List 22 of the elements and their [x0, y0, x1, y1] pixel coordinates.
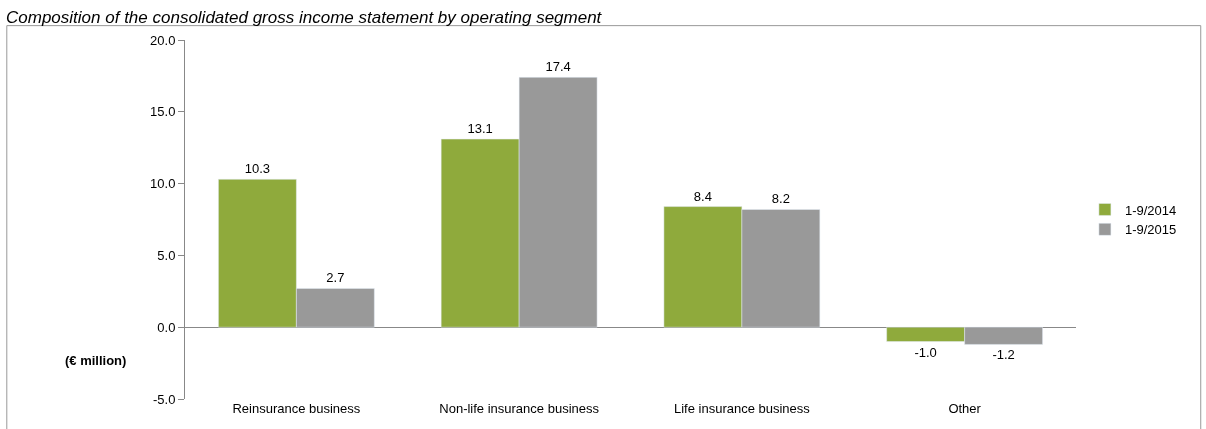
y-tick-label: 15.0	[150, 104, 176, 120]
data-label: 13.1	[467, 121, 493, 137]
y-axis-title: (€ million)	[65, 353, 127, 368]
chart-title: Composition of the consolidated gross income statement by operating segment	[6, 7, 603, 27]
data-label: 2.7	[326, 270, 345, 286]
data-label: 8.2	[771, 191, 790, 207]
x-tick-label: Life insurance business	[673, 401, 811, 416]
y-tick-label: -5.0	[152, 391, 176, 407]
x-tick-label: Other	[948, 401, 982, 416]
y-tick-label: 0.0	[157, 319, 176, 335]
data-label: -1.0	[914, 344, 937, 360]
legend-label: 1-9/2015	[1124, 222, 1177, 238]
x-tick-label: Reinsurance business	[232, 401, 361, 416]
x-tick-label: Non-life insurance business	[439, 401, 600, 416]
y-tick-label: 10.0	[150, 176, 176, 192]
y-tick-label: 5.0	[157, 247, 176, 263]
y-tick-label: 20.0	[150, 32, 176, 48]
data-label: -1.2	[992, 347, 1015, 363]
data-label: 8.4	[693, 188, 712, 204]
legend-label: 1-9/2014	[1124, 202, 1177, 218]
data-label: 17.4	[545, 59, 571, 75]
data-label: 10.3	[244, 161, 271, 177]
